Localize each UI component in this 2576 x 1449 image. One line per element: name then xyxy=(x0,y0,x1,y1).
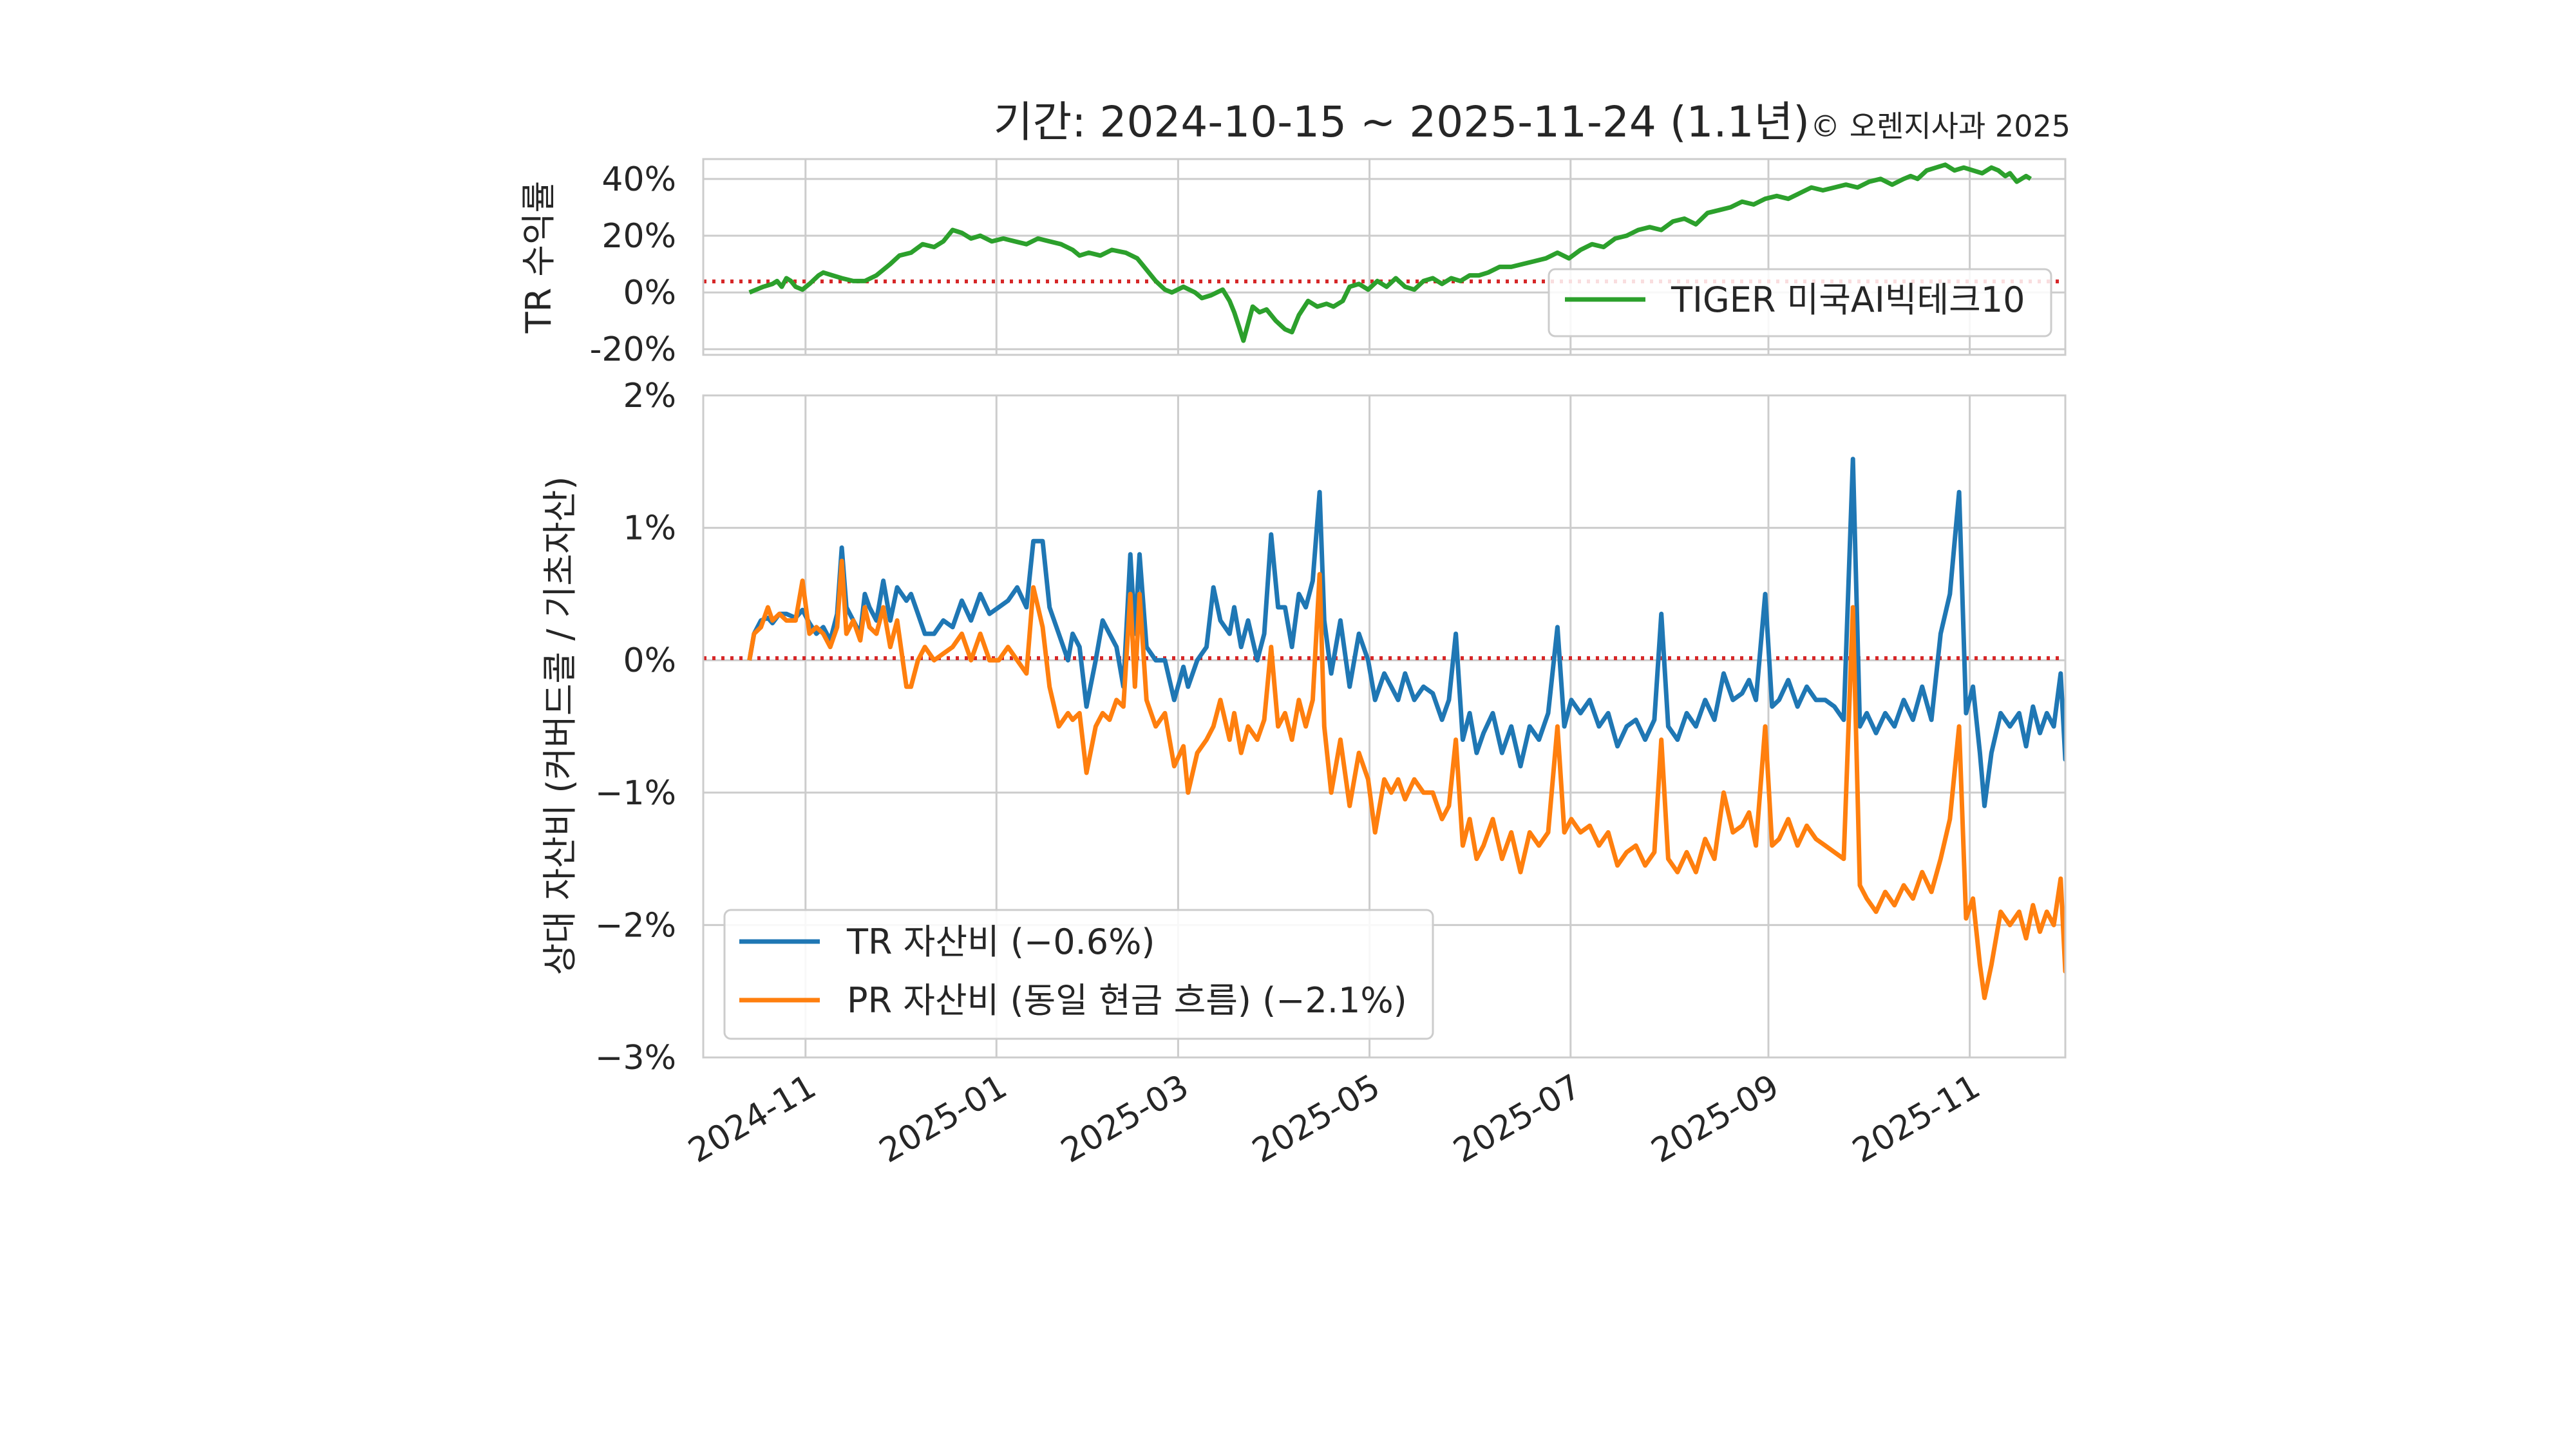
x-tick-label: 2025-05 xyxy=(1246,1067,1387,1171)
x-tick-label: 2025-11 xyxy=(1846,1067,1987,1171)
top-panel: 40% 20% 0% -20% TR 수익률 TIGER 미국AI빅테크10 xyxy=(518,158,2067,369)
bottom-legend-box xyxy=(723,909,1434,1040)
bottom-plot-frame xyxy=(702,394,2067,1059)
bottom-y-ticks: 2% 1% 0% −1% −2% −3% xyxy=(595,377,676,1077)
series-line-pr-ratio xyxy=(747,558,2065,1000)
top-y-tick-label: 40% xyxy=(601,160,676,199)
copyright-label: © 오렌지사과 2025 xyxy=(1810,109,2070,144)
top-y-ticks: 40% 20% 0% -20% xyxy=(590,160,676,369)
top-plot-frame xyxy=(702,158,2067,356)
legend-label-pr: PR 자산비 (동일 현금 흐름) (−2.1%) xyxy=(847,980,1407,1021)
legend-label-tiger: TIGER 미국AI빅테크10 xyxy=(1671,279,2025,320)
top-legend-box xyxy=(1548,268,2052,337)
bottom-y-tick-label: 0% xyxy=(623,641,677,680)
bottom-y-tick-label: 1% xyxy=(623,509,677,548)
bottom-y-tick-label: −2% xyxy=(595,906,676,945)
bottom-legend: TR 자산비 (−0.6%) PR 자산비 (동일 현금 흐름) (−2.1%) xyxy=(723,909,1434,1040)
x-tick-label: 2025-07 xyxy=(1447,1067,1587,1171)
top-y-axis-label: TR 수익률 xyxy=(518,181,559,334)
legend-label-tr: TR 자산비 (−0.6%) xyxy=(846,922,1155,962)
series-line-tr-ratio xyxy=(747,457,2065,808)
top-y-tick-label: -20% xyxy=(590,330,676,369)
top-legend: TIGER 미국AI빅테크10 xyxy=(1548,268,2052,337)
x-tick-label: 2025-03 xyxy=(1055,1067,1195,1171)
top-y-tick-label: 20% xyxy=(601,217,676,256)
bottom-y-tick-label: −3% xyxy=(595,1039,676,1077)
bottom-y-axis-label: 상대 자산비 (커버드콜 / 기초자산) xyxy=(540,477,580,976)
x-tick-label: 2025-01 xyxy=(873,1067,1014,1171)
bottom-panel: 2%1%0%−1%−2%−3% 2024-11 2025-01 2025-03 202… xyxy=(540,377,2067,1171)
bottom-y-tick-label: −1% xyxy=(595,774,676,813)
x-tick-label: 2025-09 xyxy=(1645,1067,1785,1171)
bottom-y-tick-label: 2% xyxy=(623,377,677,415)
bottom-x-ticks: 2024-11 2025-01 2025-03 2025-05 2025-07 2025-… xyxy=(682,1067,1987,1171)
series-line-tiger-ai-bigtech xyxy=(748,162,2032,343)
x-tick-label: 2024-11 xyxy=(682,1067,822,1171)
top-y-tick-label: 0% xyxy=(623,274,677,312)
chart-title: 기간: 2024-10-15 ~ 2025-11-24 (1.1년) xyxy=(994,97,1810,147)
